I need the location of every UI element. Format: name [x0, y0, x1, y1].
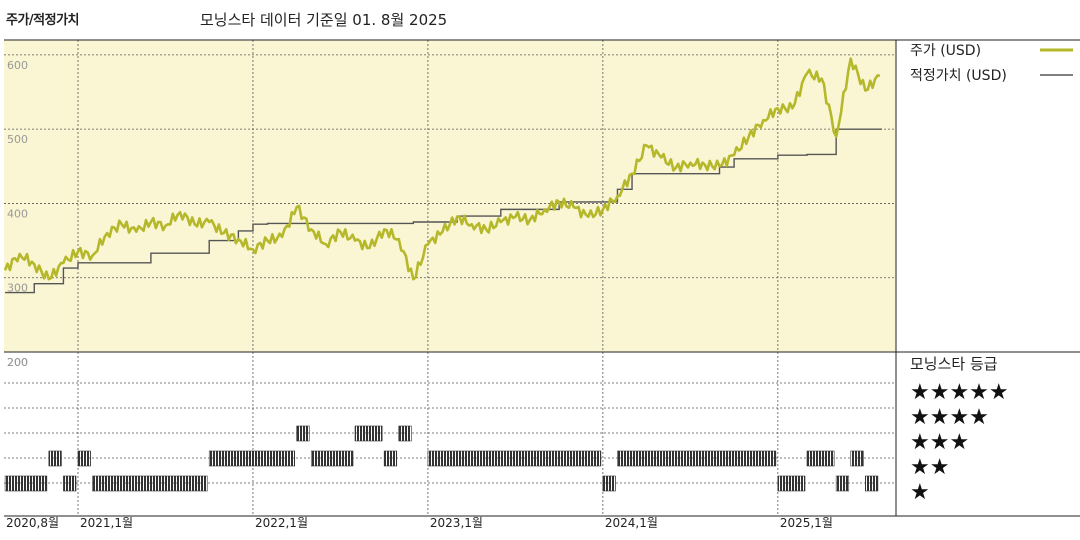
- rating-bar: [48, 450, 62, 467]
- rating-bar: [777, 475, 806, 492]
- x-axis: 2020,8월 2021,1월 2022,1월 2023,1월 2024,1월 2025,…: [6, 516, 833, 530]
- x-tick-label: 2024,1월: [605, 516, 658, 530]
- rating-3-stars: ★★★: [910, 430, 969, 455]
- rating-title: 모닝스타 등급: [910, 355, 998, 373]
- y-tick-label: 200: [7, 356, 28, 369]
- rating-bar: [427, 450, 602, 467]
- y-tick-label: 500: [7, 133, 28, 146]
- chart-subtitle: 모닝스타 데이터 기준일 01. 8월 2025: [200, 11, 448, 29]
- rating-bar: [865, 475, 879, 492]
- rating-5-stars: ★★★★★: [910, 380, 1009, 405]
- rating-bar: [617, 450, 777, 467]
- rating-bar: [63, 475, 77, 492]
- rating-bar: [835, 475, 850, 492]
- rating-bar: [77, 450, 91, 467]
- rating-4-stars: ★★★★: [910, 405, 989, 430]
- x-tick-label: 2020,8월: [6, 516, 59, 530]
- chart-title: 주가/적정가치: [6, 13, 80, 28]
- rating-1-star: ★: [910, 480, 930, 505]
- legend: 주가 (USD) 적정가치 (USD): [910, 43, 1073, 84]
- rating-bar: [310, 450, 354, 467]
- rating-bars: [4, 425, 879, 492]
- rating-bar: [354, 425, 383, 442]
- rating-bar: [398, 425, 412, 442]
- x-tick-label: 2022,1월: [255, 516, 308, 530]
- rating-bar: [850, 450, 864, 467]
- y-tick-label: 400: [7, 207, 28, 220]
- x-tick-label: 2023,1월: [430, 516, 483, 530]
- rating-legend: 모닝스타 등급 ★★★★★ ★★★★ ★★★ ★★ ★: [910, 355, 1009, 505]
- plot-background: [4, 40, 896, 352]
- rating-bar: [806, 450, 835, 467]
- rating-bar: [208, 450, 296, 467]
- rating-2-stars: ★★: [910, 455, 949, 480]
- rating-bar: [602, 475, 616, 492]
- x-tick-label: 2025,1월: [780, 516, 833, 530]
- y-tick-label: 200: [7, 356, 28, 369]
- y-tick-label: 300: [7, 282, 28, 295]
- price-line: [3, 57, 881, 281]
- y-tick-label: 600: [7, 59, 28, 72]
- rating-bar: [92, 475, 208, 492]
- chart-frame: [4, 39, 1080, 517]
- rating-bar: [296, 425, 310, 442]
- legend-fair-value-label: 적정가치 (USD): [910, 68, 1007, 84]
- rating-bar: [4, 475, 48, 492]
- rating-bar: [383, 450, 398, 467]
- x-tick-label: 2021,1월: [80, 516, 133, 530]
- legend-price-label: 주가 (USD): [910, 43, 981, 59]
